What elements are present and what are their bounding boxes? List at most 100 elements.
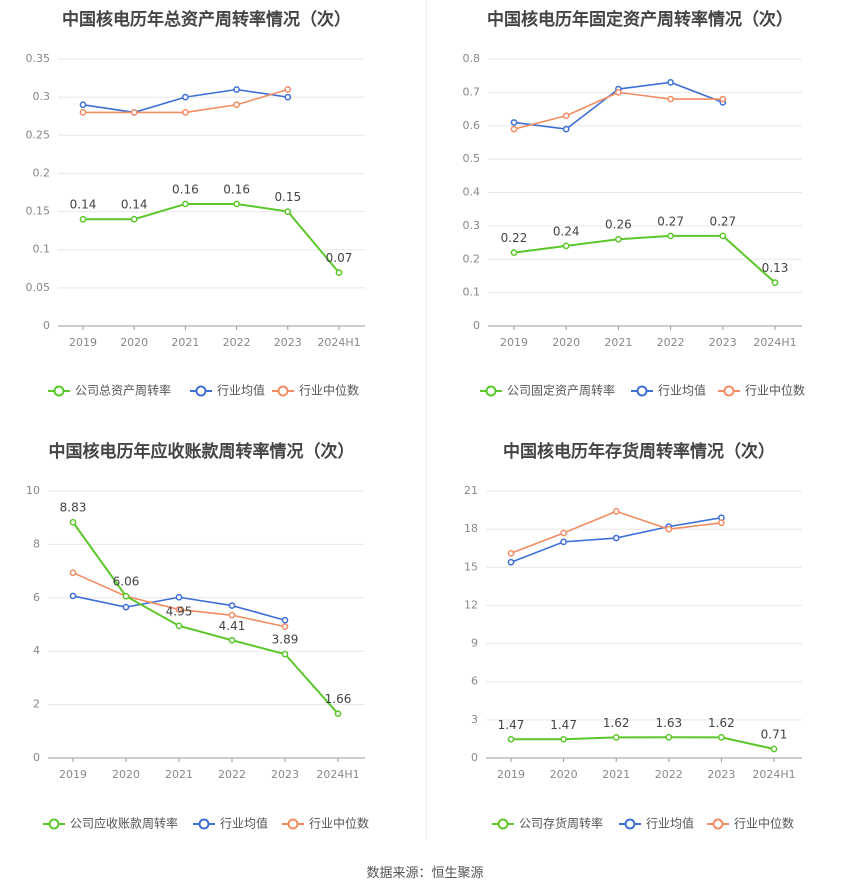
data-point-median[interactable]: [718, 519, 725, 527]
legend-label: 行业中位数: [309, 816, 369, 831]
data-point-company[interactable]: [507, 735, 515, 743]
y-tick-label: 0.8: [463, 52, 481, 65]
data-point-median[interactable]: [665, 525, 673, 533]
data-point-company[interactable]: [228, 636, 236, 644]
data-point-company[interactable]: [560, 735, 567, 743]
data-point-company[interactable]: [562, 242, 570, 250]
data-point-avg[interactable]: [284, 93, 292, 101]
y-tick-label: 6: [33, 591, 40, 604]
data-point-company[interactable]: [665, 733, 673, 741]
y-tick-label: 18: [464, 522, 478, 535]
data-point-median[interactable]: [228, 611, 236, 619]
y-tick-label: 6: [471, 675, 478, 688]
data-point-median[interactable]: [79, 109, 87, 116]
legend-marker-icon: [497, 818, 509, 830]
data-point-company[interactable]: [667, 232, 674, 240]
legend-item-median[interactable]: 行业中位数: [707, 816, 794, 831]
x-tick-label: 2024H1: [316, 768, 359, 781]
chart-total-asset-turnover: 中国核电历年总资产周转率情况（次） 0 0.05 0.1 0.15 0.2 0.25 0.3 0…: [0, 0, 425, 430]
data-point-avg[interactable]: [182, 93, 189, 101]
data-point-avg[interactable]: [175, 593, 183, 601]
data-point-median[interactable]: [507, 549, 515, 557]
data-point-median[interactable]: [562, 112, 570, 120]
legend-item-avg[interactable]: 行业均值: [193, 816, 268, 831]
data-label: 0.27: [709, 214, 736, 228]
data-point-company[interactable]: [615, 235, 622, 243]
data-point-median[interactable]: [667, 95, 674, 103]
legend-item-median[interactable]: 行业中位数: [272, 383, 359, 398]
legend-label: 行业均值: [646, 816, 694, 831]
data-point-avg[interactable]: [612, 534, 620, 542]
data-point-company[interactable]: [510, 249, 518, 256]
legend-marker-icon: [636, 385, 648, 397]
data-point-avg[interactable]: [667, 79, 674, 86]
data-point-avg[interactable]: [562, 125, 570, 133]
data-point-avg[interactable]: [560, 538, 567, 546]
x-tick-label: 2019: [500, 336, 528, 349]
data-point-median[interactable]: [130, 109, 138, 116]
data-point-avg[interactable]: [228, 602, 236, 609]
data-point-company[interactable]: [718, 734, 725, 741]
data-point-avg[interactable]: [510, 119, 518, 126]
x-tick-label: 2022: [657, 336, 685, 349]
legend-label: 行业均值: [658, 383, 706, 398]
data-point-avg[interactable]: [122, 603, 130, 611]
y-tick-label: 0.7: [463, 85, 481, 98]
data-point-company[interactable]: [69, 518, 77, 526]
legend-item-company[interactable]: 公司存货周转率: [492, 816, 603, 831]
data-point-median[interactable]: [175, 606, 183, 613]
data-point-company[interactable]: [79, 215, 87, 223]
panel-divider: [426, 0, 427, 840]
legend-item-company[interactable]: 公司固定资产周转率: [480, 383, 615, 398]
data-label: 0.16: [172, 182, 199, 196]
data-point-median[interactable]: [233, 101, 240, 109]
data-point-avg[interactable]: [507, 558, 515, 566]
data-label: 0.15: [274, 190, 301, 204]
legend-item-company[interactable]: 公司应收账款周转率: [43, 816, 178, 831]
data-point-company[interactable]: [175, 622, 183, 630]
legend-item-avg[interactable]: 行业均值: [619, 816, 694, 831]
legend-item-median[interactable]: 行业中位数: [718, 383, 805, 398]
y-tick-label: 3: [471, 713, 478, 726]
data-point-median[interactable]: [281, 623, 289, 630]
data-label: 0.16: [223, 182, 250, 196]
data-point-median[interactable]: [719, 95, 727, 103]
data-point-median[interactable]: [510, 125, 518, 133]
data-point-company[interactable]: [612, 734, 620, 741]
series-line-median: [510, 510, 722, 555]
data-point-company[interactable]: [771, 279, 779, 286]
data-point-avg[interactable]: [281, 616, 289, 624]
data-point-median[interactable]: [612, 507, 620, 515]
legend-label: 行业均值: [217, 383, 265, 398]
data-point-company[interactable]: [130, 215, 138, 223]
legend-marker-icon: [198, 818, 210, 830]
data-point-company[interactable]: [335, 269, 343, 276]
legend-label: 公司应收账款周转率: [70, 816, 178, 831]
data-point-median[interactable]: [284, 86, 292, 93]
data-point-median[interactable]: [615, 89, 622, 96]
data-point-company[interactable]: [719, 232, 727, 240]
data-point-company[interactable]: [233, 200, 240, 208]
y-tick-label: 15: [464, 560, 478, 573]
legend-label: 行业均值: [220, 816, 268, 831]
data-label: 0.27: [657, 214, 684, 228]
legend-label: 行业中位数: [299, 383, 359, 398]
data-point-avg[interactable]: [69, 592, 77, 600]
data-point-company[interactable]: [284, 208, 292, 215]
data-point-median[interactable]: [182, 109, 189, 116]
data-point-avg[interactable]: [79, 101, 87, 109]
data-point-company[interactable]: [182, 200, 189, 208]
legend-item-avg[interactable]: 行业均值: [190, 383, 265, 398]
legend-item-median[interactable]: 行业中位数: [282, 816, 369, 831]
data-point-median[interactable]: [560, 529, 567, 537]
legend-item-company[interactable]: 公司总资产周转率: [48, 383, 171, 398]
data-point-median[interactable]: [69, 569, 77, 577]
data-point-company[interactable]: [122, 592, 130, 600]
data-point-avg[interactable]: [233, 86, 240, 93]
data-point-company[interactable]: [770, 745, 778, 753]
data-point-company[interactable]: [334, 710, 342, 718]
legend-item-avg[interactable]: 行业均值: [631, 383, 706, 398]
x-tick-label: 2024H1: [753, 336, 796, 349]
x-tick-label: 2024H1: [317, 336, 360, 349]
data-point-company[interactable]: [281, 650, 289, 658]
